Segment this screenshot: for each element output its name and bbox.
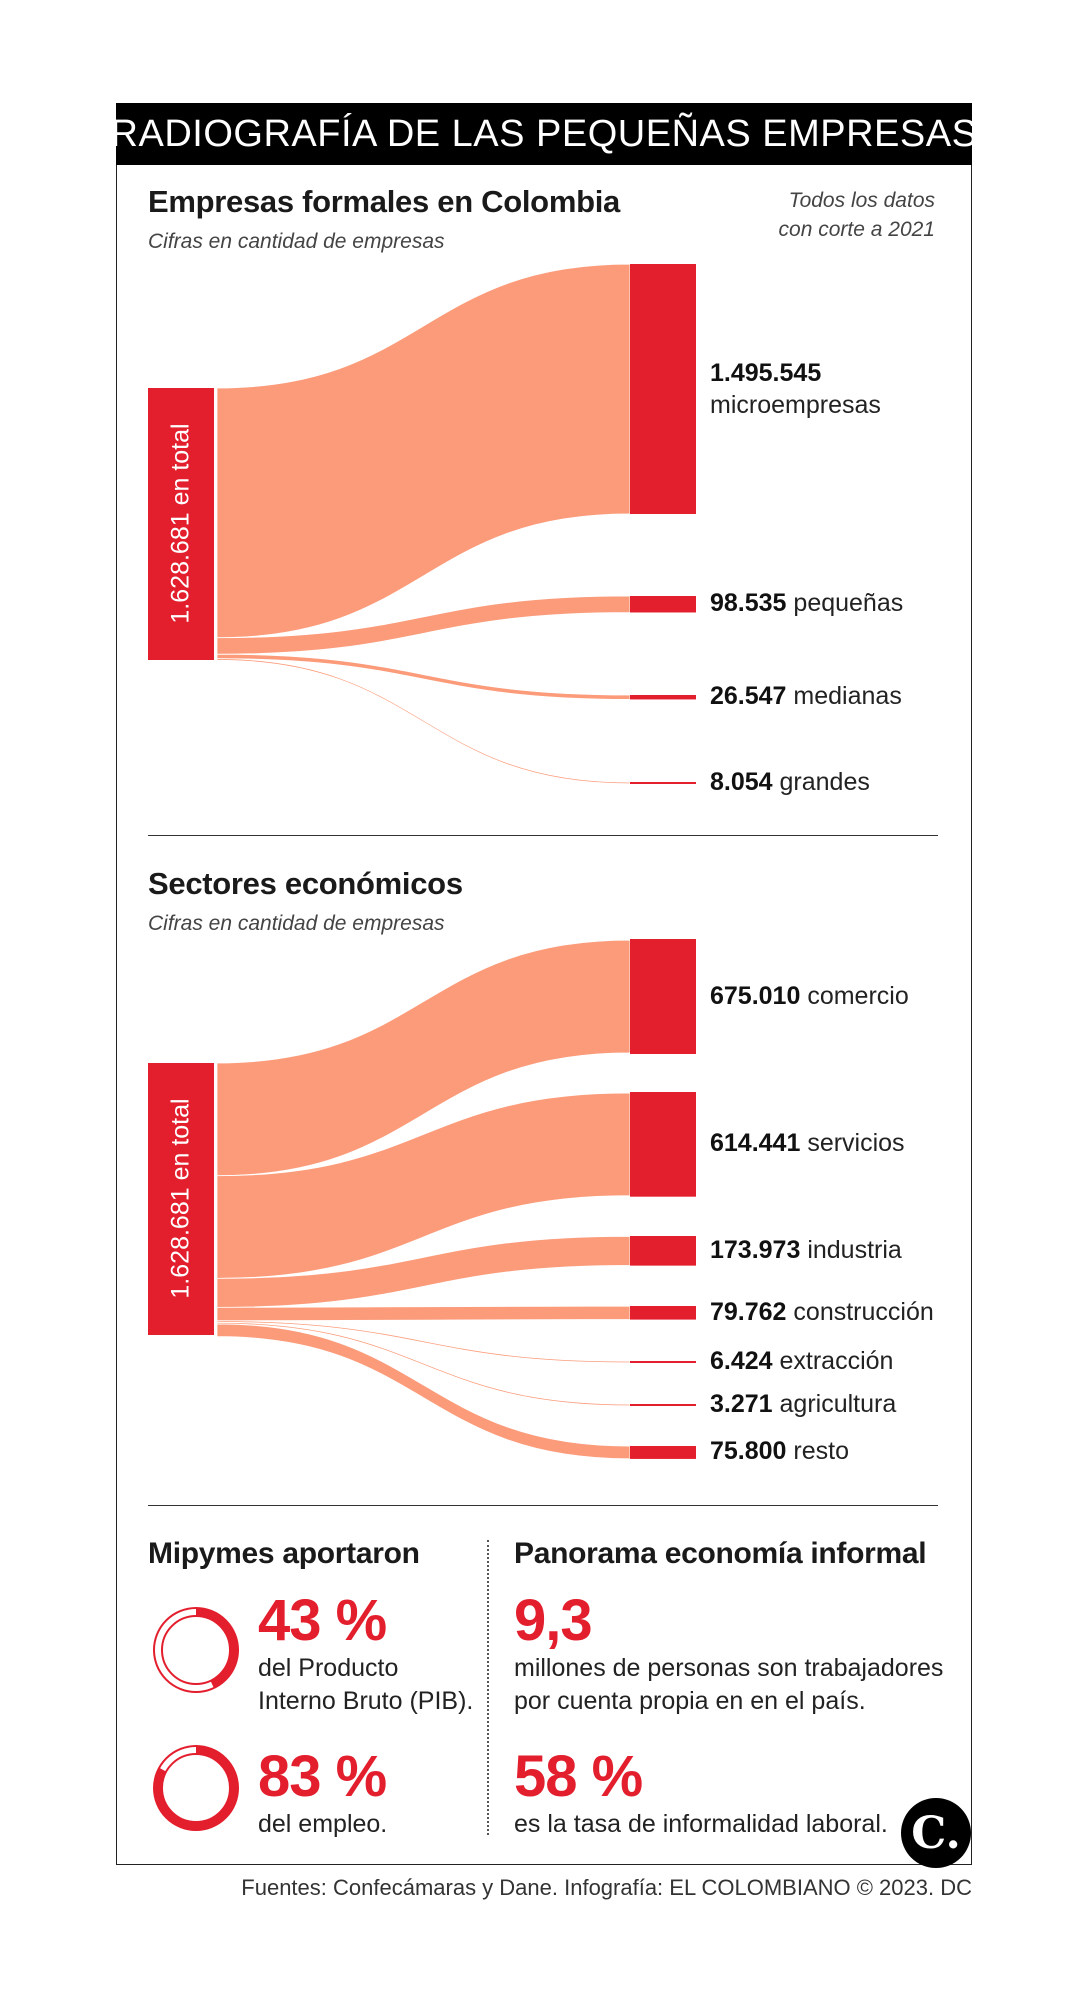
pib-desc-line-2: Interno Bruto (PIB).: [258, 1687, 474, 1715]
value-grandes: 8.054: [710, 768, 773, 796]
target-bar-grandes: [630, 782, 696, 784]
pib-desc-line-1: del Producto: [258, 1654, 399, 1682]
name-agricultura: agricultura: [772, 1390, 897, 1418]
selfemployed-desc-line-1: millones de personas son trabajadores: [514, 1654, 944, 1682]
value-extracción: 6.424: [710, 1347, 773, 1375]
name-construcción: construcción: [786, 1297, 934, 1326]
selfemployed-value: 9,3: [514, 1588, 593, 1653]
divider-2: [148, 1505, 938, 1506]
name-grandes: grandes: [772, 768, 870, 796]
target-bar-servicios: [630, 1092, 696, 1197]
name-extracción: extracción: [772, 1347, 894, 1375]
label-servicios: 614.441 servicios: [710, 1129, 905, 1158]
selfemployed-description: millones de personas son trabajadores po…: [514, 1652, 943, 1718]
note-line-2: con corte a 2021: [778, 218, 935, 241]
pib-value: 43 %: [258, 1588, 387, 1653]
employment-value: 83 %: [258, 1744, 387, 1809]
mipymes-title: Mipymes aportaron: [148, 1537, 420, 1570]
pib-donut-fill: [196, 1608, 238, 1689]
source-separator: [214, 388, 217, 660]
el-colombiano-logo: C.: [901, 1798, 971, 1868]
value-microempresas: 1.495.545: [710, 359, 822, 387]
label-microempresas: 1.495.545 microempresas: [710, 357, 881, 421]
name-medianas: medianas: [786, 682, 902, 711]
target-bar-extracción: [630, 1361, 696, 1363]
target-bar-resto: [630, 1446, 696, 1459]
value-medianas: 26.547: [710, 682, 787, 711]
label-resto: 75.800 resto: [710, 1437, 849, 1466]
name-microempresas: microempresas: [710, 391, 881, 419]
target-bar-pequeñas: [630, 596, 696, 613]
source-separator: [214, 1063, 217, 1335]
source-bar: [148, 1063, 214, 1335]
pib-description: del Producto Interno Bruto (PIB).: [258, 1652, 473, 1718]
target-bar-agricultura: [630, 1404, 696, 1406]
value-industria: 173.973: [710, 1235, 801, 1264]
value-agricultura: 3.271: [710, 1390, 773, 1418]
label-industria: 173.973 industria: [710, 1236, 902, 1265]
chart2-subtitle: Cifras en cantidad de empresas: [148, 912, 445, 935]
label-grandes: 8.054 grandes: [710, 768, 870, 797]
value-construcción: 79.762: [710, 1297, 787, 1326]
flow-resto: [216, 1323, 631, 1460]
employment-donut: [153, 1745, 239, 1831]
name-pequeñas: pequeñas: [786, 589, 904, 618]
value-pequeñas: 98.535: [710, 589, 787, 618]
sankey-sectores-economicos: [148, 939, 696, 1460]
target-bar-construcción: [630, 1306, 696, 1320]
informality-description: es la tasa de informalidad laboral.: [514, 1810, 888, 1838]
employment-description: del empleo.: [258, 1810, 388, 1838]
source-total-label: 1.628.681 en total: [166, 1098, 195, 1299]
informal-title: Panorama economía informal: [514, 1537, 927, 1570]
data-date-note: Todos los datos con corte a 2021: [675, 186, 935, 244]
selfemployed-desc-line-2: por cuenta propia en en el país.: [514, 1687, 866, 1715]
flow-medianas: [216, 653, 631, 700]
target-bar-industria: [630, 1236, 696, 1266]
source-bar: [148, 388, 214, 660]
chart2-title: Sectores económicos: [148, 866, 463, 901]
source-total-label: 1.628.681 en total: [166, 423, 195, 624]
divider-1: [148, 835, 938, 836]
target-bar-comercio: [630, 939, 696, 1054]
target-bar-medianas: [630, 695, 696, 700]
name-servicios: servicios: [800, 1129, 905, 1158]
column-separator: [487, 1540, 489, 1835]
name-resto: resto: [786, 1437, 849, 1466]
value-servicios: 614.441: [710, 1129, 801, 1158]
chart1-subtitle: Cifras en cantidad de empresas: [148, 230, 445, 253]
chart1-title: Empresas formales en Colombia: [148, 184, 620, 219]
name-comercio: comercio: [800, 981, 909, 1010]
label-extracción: 6.424 extracción: [710, 1347, 893, 1376]
name-industria: industria: [800, 1235, 902, 1264]
footer-source: Fuentes: Confecámaras y Dane. Infografía…: [241, 1875, 972, 1900]
target-bar-microempresas: [630, 264, 696, 514]
note-line-1: Todos los datos: [788, 189, 935, 212]
value-comercio: 675.010: [710, 981, 801, 1010]
label-medianas: 26.547 medianas: [710, 682, 902, 711]
value-resto: 75.800: [710, 1437, 787, 1466]
label-pequeñas: 98.535 pequeñas: [710, 589, 903, 618]
pib-donut: [153, 1607, 239, 1693]
informality-value: 58 %: [514, 1744, 643, 1809]
sankey-empresas-formales: [148, 263, 696, 785]
flow-construcción: [216, 1305, 631, 1322]
label-construcción: 79.762 construcción: [710, 1298, 934, 1327]
label-comercio: 675.010 comercio: [710, 982, 909, 1011]
flow-microempresas: [216, 263, 631, 639]
header-title: RADIOGRAFÍA DE LAS PEQUEÑAS EMPRESAS: [111, 103, 977, 165]
label-agricultura: 3.271 agricultura: [710, 1390, 896, 1419]
